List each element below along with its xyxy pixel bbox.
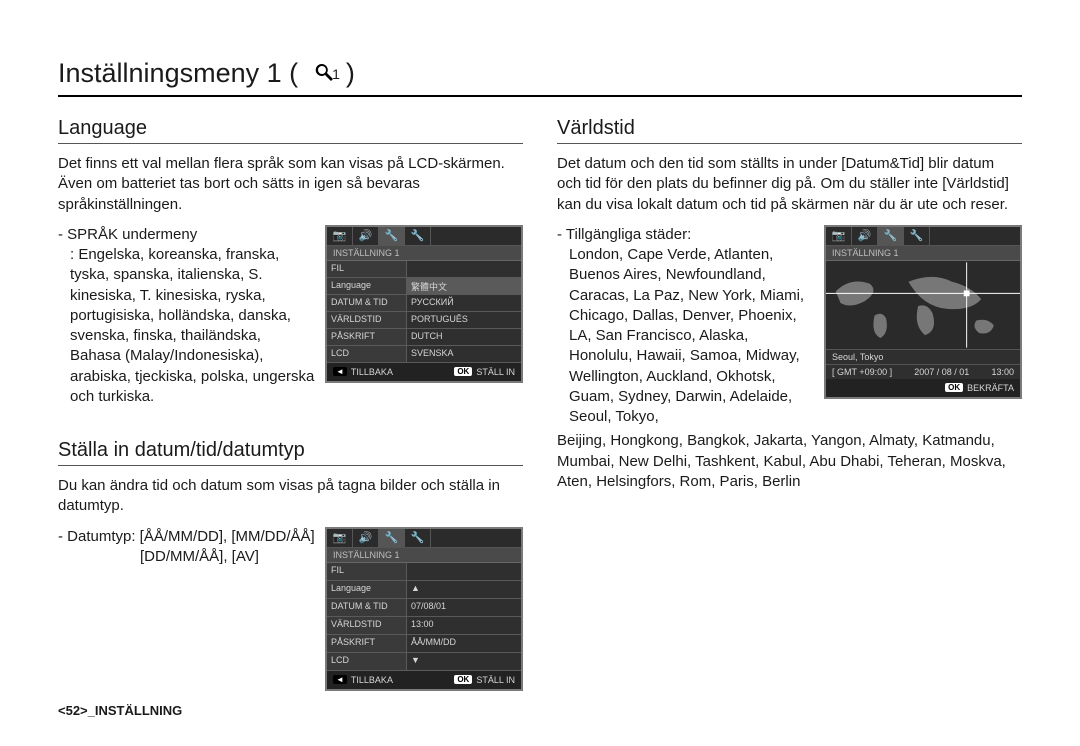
screen-tab-icons: 📷 🔊 🔧 🔧 <box>327 227 521 246</box>
title-suffix: ) <box>346 58 355 89</box>
menu-row: LCDSVENSKA <box>327 346 521 363</box>
sound-icon: 🔊 <box>353 529 379 547</box>
menu-row: Language繁體中文 <box>327 278 521 295</box>
heading-language: Language <box>58 117 523 144</box>
menu-row: LCD▼ <box>327 653 521 671</box>
left-column: Language Det finns ett val mellan flera … <box>58 113 523 691</box>
menu-row: FIL <box>327 261 521 278</box>
menu-row: DATUM & TID07/08/01 <box>327 599 521 617</box>
heading-worldtime: Världstid <box>557 117 1022 144</box>
screen-lang-rows: FILLanguage繁體中文DATUM & TIDРУССКИЙVÄRLDST… <box>327 261 521 363</box>
cities-text-2: Beijing, Hongkong, Bangkok, Jakarta, Yan… <box>557 431 1022 492</box>
world-city-label: Seoul, Tokyo <box>826 349 1020 364</box>
lcd-screen-datetime: 📷 🔊 🔧 🔧 INSTÄLLNING 1 FILLanguage▲DATUM … <box>325 527 523 691</box>
language-submenu-text: - SPRÅK undermeny : Engelska, koreanska,… <box>58 225 315 407</box>
menu-row: PÅSKRIFTÅÅ/MM/DD <box>327 635 521 653</box>
heading-datetime: Ställa in datum/tid/datumtyp <box>58 439 523 466</box>
camera-icon: 📷 <box>327 227 353 245</box>
sound-icon: 🔊 <box>353 227 379 245</box>
menu-row: VÄRLDSTIDPORTUGUÊS <box>327 312 521 329</box>
camera-icon: 📷 <box>826 227 852 245</box>
setup1-icon: 🔧 <box>878 227 904 245</box>
screen-footer: ◄TILLBAKA OKSTÄLL IN <box>327 363 521 381</box>
world-gmt: [ GMT +09:00 ] <box>832 367 892 377</box>
lcd-screen-worldtime: 📷 🔊 🔧 🔧 INSTÄLLNING 1 <box>824 225 1022 399</box>
menu-row: PÅSKRIFTDUTCH <box>327 329 521 346</box>
sound-icon: 🔊 <box>852 227 878 245</box>
menu-row: FIL <box>327 563 521 581</box>
lcd-screen-language: 📷 🔊 🔧 🔧 INSTÄLLNING 1 FILLanguage繁體中文DAT… <box>325 225 523 383</box>
setup1-icon: 🔧 <box>379 227 405 245</box>
page-footer: <52>_INSTÄLLNING <box>58 703 182 718</box>
cities-text-1: - Tillgängliga städer: London, Cape Verd… <box>557 225 814 428</box>
page-title: Inställningsmeny 1 ( 1 ) <box>58 58 1022 97</box>
menu-row: VÄRLDSTID13:00 <box>327 617 521 635</box>
setup2-icon: 🔧 <box>904 227 930 245</box>
screen-date-rows: FILLanguage▲DATUM & TID07/08/01VÄRLDSTID… <box>327 563 521 671</box>
camera-icon: 📷 <box>327 529 353 547</box>
title-prefix: Inställningsmeny 1 ( <box>58 58 298 89</box>
screen-title: INSTÄLLNING 1 <box>327 246 521 261</box>
setup2-icon: 🔧 <box>405 227 431 245</box>
world-map <box>826 261 1020 349</box>
datetime-intro: Du kan ändra tid och datum som visas på … <box>58 476 523 517</box>
world-time: 13:00 <box>991 367 1014 377</box>
setup2-icon: 🔧 <box>405 529 431 547</box>
wrench-icon: 1 <box>304 61 340 87</box>
right-column: Världstid Det datum och den tid som stäl… <box>557 113 1022 691</box>
menu-row: Language▲ <box>327 581 521 599</box>
datetype-text: - Datumtyp: [ÅÅ/MM/DD], [MM/DD/ÅÅ] [DD/M… <box>58 527 315 568</box>
language-intro: Det finns ett val mellan flera språk som… <box>58 154 523 215</box>
menu-row: DATUM & TIDРУССКИЙ <box>327 295 521 312</box>
worldtime-intro: Det datum och den tid som ställts in und… <box>557 154 1022 215</box>
setup1-icon: 🔧 <box>379 529 405 547</box>
world-date: 2007 / 08 / 01 <box>914 367 969 377</box>
